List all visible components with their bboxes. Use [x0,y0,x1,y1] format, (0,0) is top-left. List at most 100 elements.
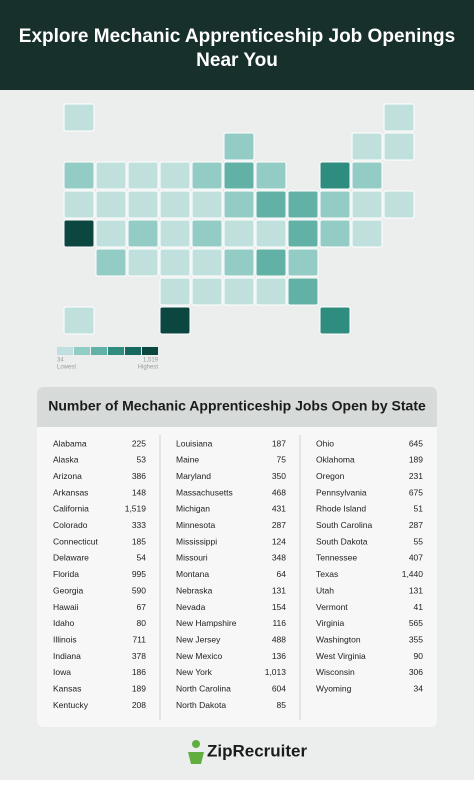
state-tile [383,132,415,161]
state-name: Indiana [53,651,81,661]
state-name: Oregon [316,471,345,481]
state-value: 1,013 [265,667,287,677]
state-name: North Dakota [176,700,226,710]
state-tile [223,190,255,219]
state-value: 604 [272,684,286,694]
state-value: 189 [132,684,146,694]
table-title: Number of Mechanic Apprenticeship Jobs O… [48,398,426,414]
state-value: 189 [409,455,423,465]
state-value: 306 [409,667,423,677]
state-value: 90 [414,651,424,661]
state-value: 187 [272,438,286,448]
state-value: 468 [272,487,286,497]
state-name: Pennsylvania [316,487,367,497]
state-name: Utah [316,585,334,595]
state-value: 85 [277,700,287,710]
state-name: North Carolina [176,684,231,694]
state-name: Washington [316,634,361,644]
state-name: Rhode Island [316,504,366,514]
state-name: Kansas [53,684,81,694]
state-value: 55 [414,536,424,546]
state-name: Wyoming [316,684,352,694]
state-name: Missouri [176,553,208,563]
state-tile [159,219,191,248]
state-value: 208 [132,700,146,710]
state-value: 185 [132,536,146,546]
state-name: Connecticut [53,536,99,546]
state-value: 287 [272,520,286,530]
state-name: Oklahoma [316,455,355,465]
state-tile [191,190,223,219]
legend-swatch [125,347,141,355]
state-value: 64 [277,569,287,579]
state-value: 590 [132,585,146,595]
state-name: Delaware [53,553,89,563]
state-tile [127,161,159,190]
state-value: 231 [409,471,423,481]
state-name: Arkansas [53,487,88,497]
state-tile [95,248,127,277]
legend-swatch [57,347,73,355]
legend-swatch [91,347,107,355]
state-tile [383,103,415,132]
state-tile [223,219,255,248]
legend-low: Lowest [57,365,76,371]
state-tile [255,190,287,219]
state-name: Louisiana [176,438,213,448]
logo-icon [188,740,204,764]
state-name: Colorado [53,520,88,530]
state-value: 333 [132,520,146,530]
state-name: Montana [176,569,209,579]
state-tile [63,219,95,248]
state-tile [63,103,95,132]
state-name: New Mexico [176,651,223,661]
state-name: Florida [53,569,79,579]
state-tile [287,190,319,219]
state-name: New Jersey [176,634,221,644]
state-tile [255,161,287,190]
state-value: 41 [414,602,424,612]
state-name: Kentucky [53,700,89,710]
legend-swatch [74,347,90,355]
state-tile [95,190,127,219]
state-value: 995 [132,569,146,579]
state-name: Nebraska [176,585,213,595]
state-tile [319,306,351,335]
state-value: 116 [272,618,286,628]
state-value: 287 [409,520,423,530]
state-value: 124 [272,536,286,546]
state-name: Hawaii [53,602,79,612]
state-tile [255,277,287,306]
state-tile [223,132,255,161]
state-tile [319,219,351,248]
state-value: 67 [137,602,147,612]
table-header [37,387,437,427]
state-value: 154 [272,602,286,612]
state-name: Idaho [53,618,75,628]
state-value: 75 [277,455,287,465]
state-name: South Dakota [316,536,368,546]
state-tile [319,161,351,190]
state-value: 386 [132,471,146,481]
state-value: 431 [272,504,286,514]
state-value: 488 [272,634,286,644]
state-name: Texas [316,569,338,579]
state-tile [159,190,191,219]
state-name: South Carolina [316,520,373,530]
state-tile [95,219,127,248]
state-tile [127,248,159,277]
state-name: Mississippi [176,536,217,546]
state-value: 34 [414,684,424,694]
state-value: 80 [137,618,147,628]
state-value: 136 [272,651,286,661]
state-tile [255,248,287,277]
state-tile [351,190,383,219]
state-tile [223,277,255,306]
state-tile [63,306,95,335]
state-tile [191,161,223,190]
state-value: 51 [414,504,424,514]
state-name: Ohio [316,438,334,448]
legend-swatch [142,347,158,355]
state-name: Tennessee [316,553,357,563]
